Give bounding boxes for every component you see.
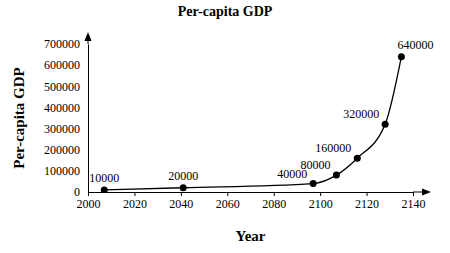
x-tick-label: 2140 (402, 197, 426, 211)
data-label: 320000 (343, 107, 379, 121)
x-tick-mark (181, 192, 182, 196)
plot: 2000 2020 2040 2060 2080 2100 2120 2140 0 100000 2… (44, 32, 433, 211)
data-label: 10000 (89, 171, 119, 185)
y-tick-label: 100000 (44, 164, 80, 178)
x-tick-mark (134, 192, 135, 196)
x-tick: 2060 (216, 192, 240, 211)
marker (310, 180, 317, 187)
y-tick: 500000 (44, 80, 88, 94)
x-tick-label: 2120 (355, 197, 379, 211)
marker (180, 184, 187, 191)
x-axis-title: Year (236, 228, 266, 244)
data-labels: 10000200004000080000160000320000640000 (89, 38, 433, 185)
marker (333, 172, 340, 179)
y-tick-label: 600000 (44, 58, 80, 72)
y-tick: 300000 (44, 122, 88, 136)
y-tick-label: 400000 (44, 101, 80, 115)
y-axis-title: Per-capita GDP (11, 67, 27, 169)
marker (354, 155, 361, 162)
data-label: 20000 (168, 169, 198, 183)
x-tick-mark (320, 192, 321, 196)
y-tick: 700000 (44, 37, 88, 51)
x-tick: 2000 (77, 192, 101, 211)
line (104, 57, 401, 190)
y-tick: 0 (74, 185, 88, 199)
chart: 2000 2020 2040 2060 2080 2100 2120 2140 0 100000 2… (0, 0, 450, 253)
x-tick-mark (367, 192, 368, 196)
y-tick: 400000 (44, 101, 88, 115)
data-label: 160000 (315, 141, 351, 155)
x-tick: 2100 (309, 192, 333, 211)
y-tick-label: 200000 (44, 143, 80, 157)
y-tick-label: 500000 (44, 80, 80, 94)
x-axis-line (89, 193, 414, 197)
data-label: 640000 (397, 38, 433, 52)
x-tick: 2020 (123, 192, 147, 211)
x-tick-label: 2020 (123, 197, 147, 211)
y-tick-label: 0 (74, 185, 80, 199)
x-tick: 2080 (262, 192, 286, 211)
marker (398, 53, 405, 60)
data-label: 80000 (300, 158, 330, 172)
y-tick: 600000 (44, 58, 88, 72)
x-tick: 2140 (402, 192, 426, 211)
marker (101, 186, 108, 192)
y-tick-label: 300000 (44, 122, 80, 136)
x-tick-mark (88, 192, 89, 196)
x-tick-mark (274, 192, 275, 196)
marks (101, 53, 405, 192)
y-axis-arrow (85, 32, 92, 41)
x-tick-label: 2060 (216, 197, 240, 211)
x-tick-mark (227, 192, 228, 196)
x-tick-label: 2000 (77, 197, 101, 211)
x-tick-label: 2040 (169, 197, 193, 211)
x-tick: 2120 (355, 192, 379, 211)
x-tick-label: 2100 (309, 197, 333, 211)
x-axis: 2000 2020 2040 2060 2080 2100 2120 2140 (77, 192, 426, 211)
y-axis: 0 100000 200000 300000 400000 500000 600000 700… (44, 37, 89, 199)
y-tick: 200000 (44, 143, 88, 157)
x-tick-mark (413, 192, 414, 196)
x-tick-label: 2080 (262, 197, 286, 211)
title: Per-capita GDP (178, 4, 273, 19)
y-tick-label: 700000 (44, 37, 80, 51)
x-tick: 2040 (169, 192, 193, 211)
x-axis-arrow (422, 189, 431, 196)
marker (382, 121, 389, 128)
y-tick: 100000 (44, 164, 88, 178)
